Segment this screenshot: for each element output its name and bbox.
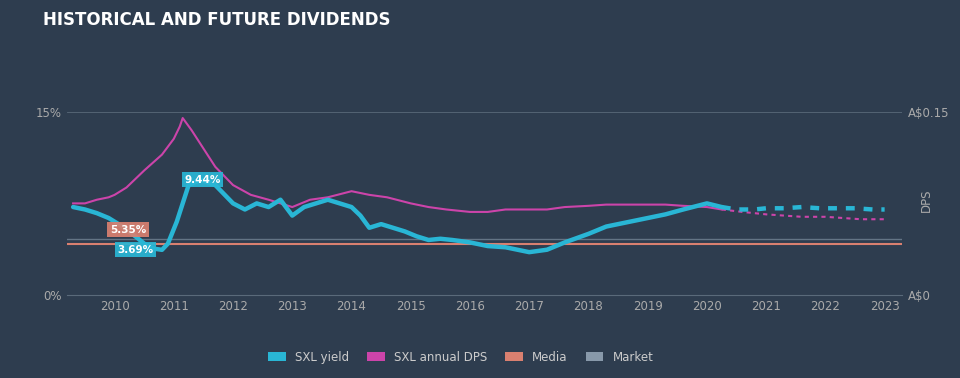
Text: DPS: DPS xyxy=(920,189,933,212)
Text: HISTORICAL AND FUTURE DIVIDENDS: HISTORICAL AND FUTURE DIVIDENDS xyxy=(43,11,391,29)
Legend: SXL yield, SXL annual DPS, Media, Market: SXL yield, SXL annual DPS, Media, Market xyxy=(263,346,659,368)
Text: 3.69%: 3.69% xyxy=(117,245,154,255)
Text: 5.35%: 5.35% xyxy=(109,225,146,235)
Text: 9.44%: 9.44% xyxy=(184,175,221,185)
